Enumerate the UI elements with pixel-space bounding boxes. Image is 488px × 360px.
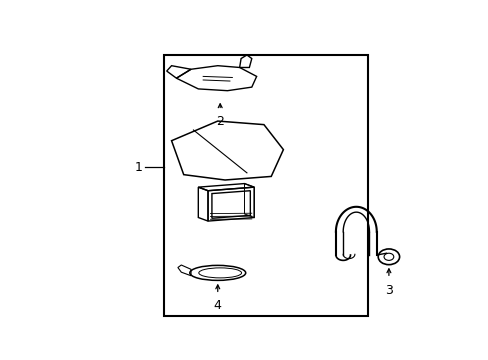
Text: 2: 2 xyxy=(216,115,224,128)
Text: 3: 3 xyxy=(384,284,392,297)
Text: 4: 4 xyxy=(213,298,221,312)
Bar xyxy=(164,55,368,316)
Text: 1: 1 xyxy=(134,161,142,174)
